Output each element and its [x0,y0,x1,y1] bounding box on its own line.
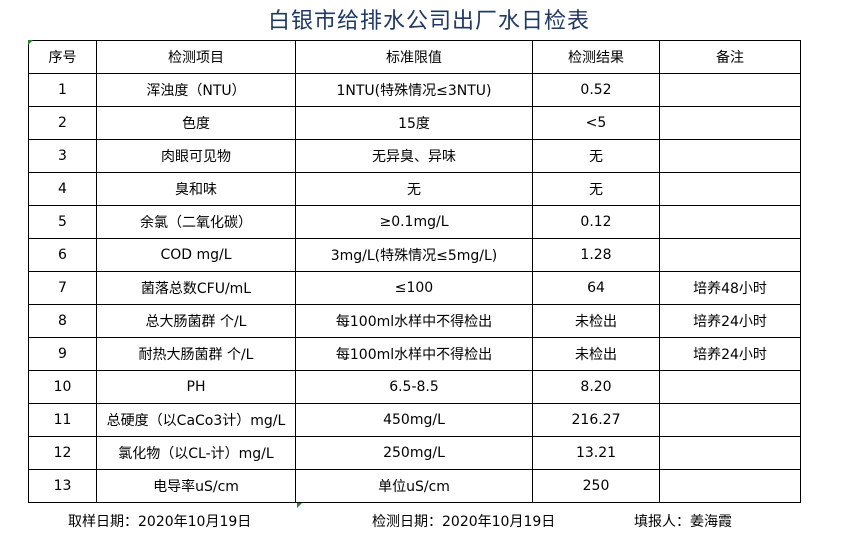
cell-index: 5 [28,205,97,239]
cell-standard: 15度 [295,106,533,140]
table-row: 4 臭和味无无 [28,172,801,206]
cell-index: 9 [28,337,97,371]
cell-remark [659,73,801,107]
table-row: 5 余氯（二氧化碳） ≥0.1mg/L 0.12 [28,205,801,239]
cell-standard: 6.5-8.5 [295,370,533,404]
header-row: 序号 检测项目 标准限值 检测结果 备注 [28,40,801,74]
cell-item: 余氯（二氧化碳） [96,205,296,239]
table-row: 8 总大肠菌群 个/L 每100ml水样中不得检出 未检出 培养24小时 [28,304,801,338]
header-item: 检测项目 [96,40,296,74]
cell-result: <5 [532,106,660,140]
cell-item: COD mg/L [96,238,296,272]
cell-index: 7 [28,271,97,305]
header-index: 序号 [28,40,97,74]
cell-result: 250 [532,469,660,503]
cell-remark [659,436,801,470]
cell-index: 11 [28,403,97,437]
cell-standard: 无异臭、异味 [295,139,533,173]
table-row: 12 氯化物（以CL-计）mg/L 250mg/L 13.21 [28,436,801,470]
cell-index: 3 [28,139,97,173]
cell-result: 64 [532,271,660,305]
cell-item: 电导率uS/cm [96,469,296,503]
cell-index: 10 [28,370,97,404]
cell-standard: 无 [295,172,533,206]
cell-standard: ≥0.1mg/L [295,205,533,239]
cell-result: 无 [532,139,660,173]
cell-result: 1.28 [532,238,660,272]
cell-remark: 培养48小时 [659,271,801,305]
cell-remark [659,106,801,140]
cell-remark [659,205,801,239]
cell-item: 色度 [96,106,296,140]
cell-item: 总大肠菌群 个/L [96,304,296,338]
cell-standard: ≤100 [295,271,533,305]
cell-remark [659,403,801,437]
test-date: 检测日期：2020年10月19日 [372,514,556,530]
table-row: 13 电导率uS/cm 单位uS/cm 250 [28,469,801,503]
cell-item: 臭和味 [96,172,296,206]
cell-marker [28,40,33,45]
cell-result: 0.52 [532,73,660,107]
cell-standard: 3mg/L(特殊情况≤5mg/L) [295,238,533,272]
sampling-date: 取样日期：2020年10月19日 [68,514,252,530]
cell-remark [659,238,801,272]
cell-remark [659,139,801,173]
cell-index: 2 [28,106,97,140]
cell-result: 未检出 [532,337,660,371]
cell-marker [297,503,302,508]
page-title: 白银市给排水公司出厂水日检表 [267,9,590,34]
cell-remark [659,370,801,404]
cell-index: 13 [28,469,97,503]
table-row: 11 总硬度（以CaCo3计）mg/L 450mg/L 216.27 [28,403,801,437]
inspection-table: 序号 检测项目 标准限值 检测结果 备注 1 浑浊度（NTU） 1NTU(特殊情况≤3NTU)… [28,40,801,503]
cell-standard: 250mg/L [295,436,533,470]
cell-index: 4 [28,172,97,206]
cell-item: 菌落总数CFU/mL [96,271,296,305]
table-row: 7 菌落总数CFU/mL ≤100 64 培养48小时 [28,271,801,305]
cell-result: 未检出 [532,304,660,338]
cell-result: 216.27 [532,403,660,437]
cell-standard: 1NTU(特殊情况≤3NTU) [295,73,533,107]
cell-item: 耐热大肠菌群 个/L [96,337,296,371]
cell-standard: 每100ml水样中不得检出 [295,337,533,371]
table-row: 3 肉眼可见物 无异臭、异味无 [28,139,801,173]
header-remark: 备注 [659,40,801,74]
cell-item: 肉眼可见物 [96,139,296,173]
cell-result: 0.12 [532,205,660,239]
header-result: 检测结果 [532,40,660,74]
table-row: 2 色度 15度 <5 [28,106,801,140]
cell-index: 12 [28,436,97,470]
cell-standard: 每100ml水样中不得检出 [295,304,533,338]
cell-index: 8 [28,304,97,338]
table-row: 9 耐热大肠菌群 个/L 每100ml水样中不得检出 未检出 培养24小时 [28,337,801,371]
cell-remark: 培养24小时 [659,337,801,371]
cell-item: 氯化物（以CL-计）mg/L [96,436,296,470]
cell-item: 浑浊度（NTU） [96,73,296,107]
table-row: 10 PH 6.5-8.5 8.20 [28,370,801,404]
cell-item: PH [96,370,296,404]
cell-standard: 450mg/L [295,403,533,437]
cell-index: 6 [28,238,97,272]
cell-result: 无 [532,172,660,206]
cell-remark: 培养24小时 [659,304,801,338]
cell-index: 1 [28,73,97,107]
cell-standard: 单位uS/cm [295,469,533,503]
cell-remark [659,172,801,206]
reporter: 填报人：姜海霞 [634,514,732,530]
cell-remark [659,469,801,503]
table-row: 6 COD mg/L 3mg/L(特殊情况≤5mg/L) 1.28 [28,238,801,272]
table-row: 1 浑浊度（NTU） 1NTU(特殊情况≤3NTU) 0.52 [28,73,801,107]
header-standard: 标准限值 [295,40,533,74]
cell-item: 总硬度（以CaCo3计）mg/L [96,403,296,437]
cell-result: 13.21 [532,436,660,470]
cell-result: 8.20 [532,370,660,404]
